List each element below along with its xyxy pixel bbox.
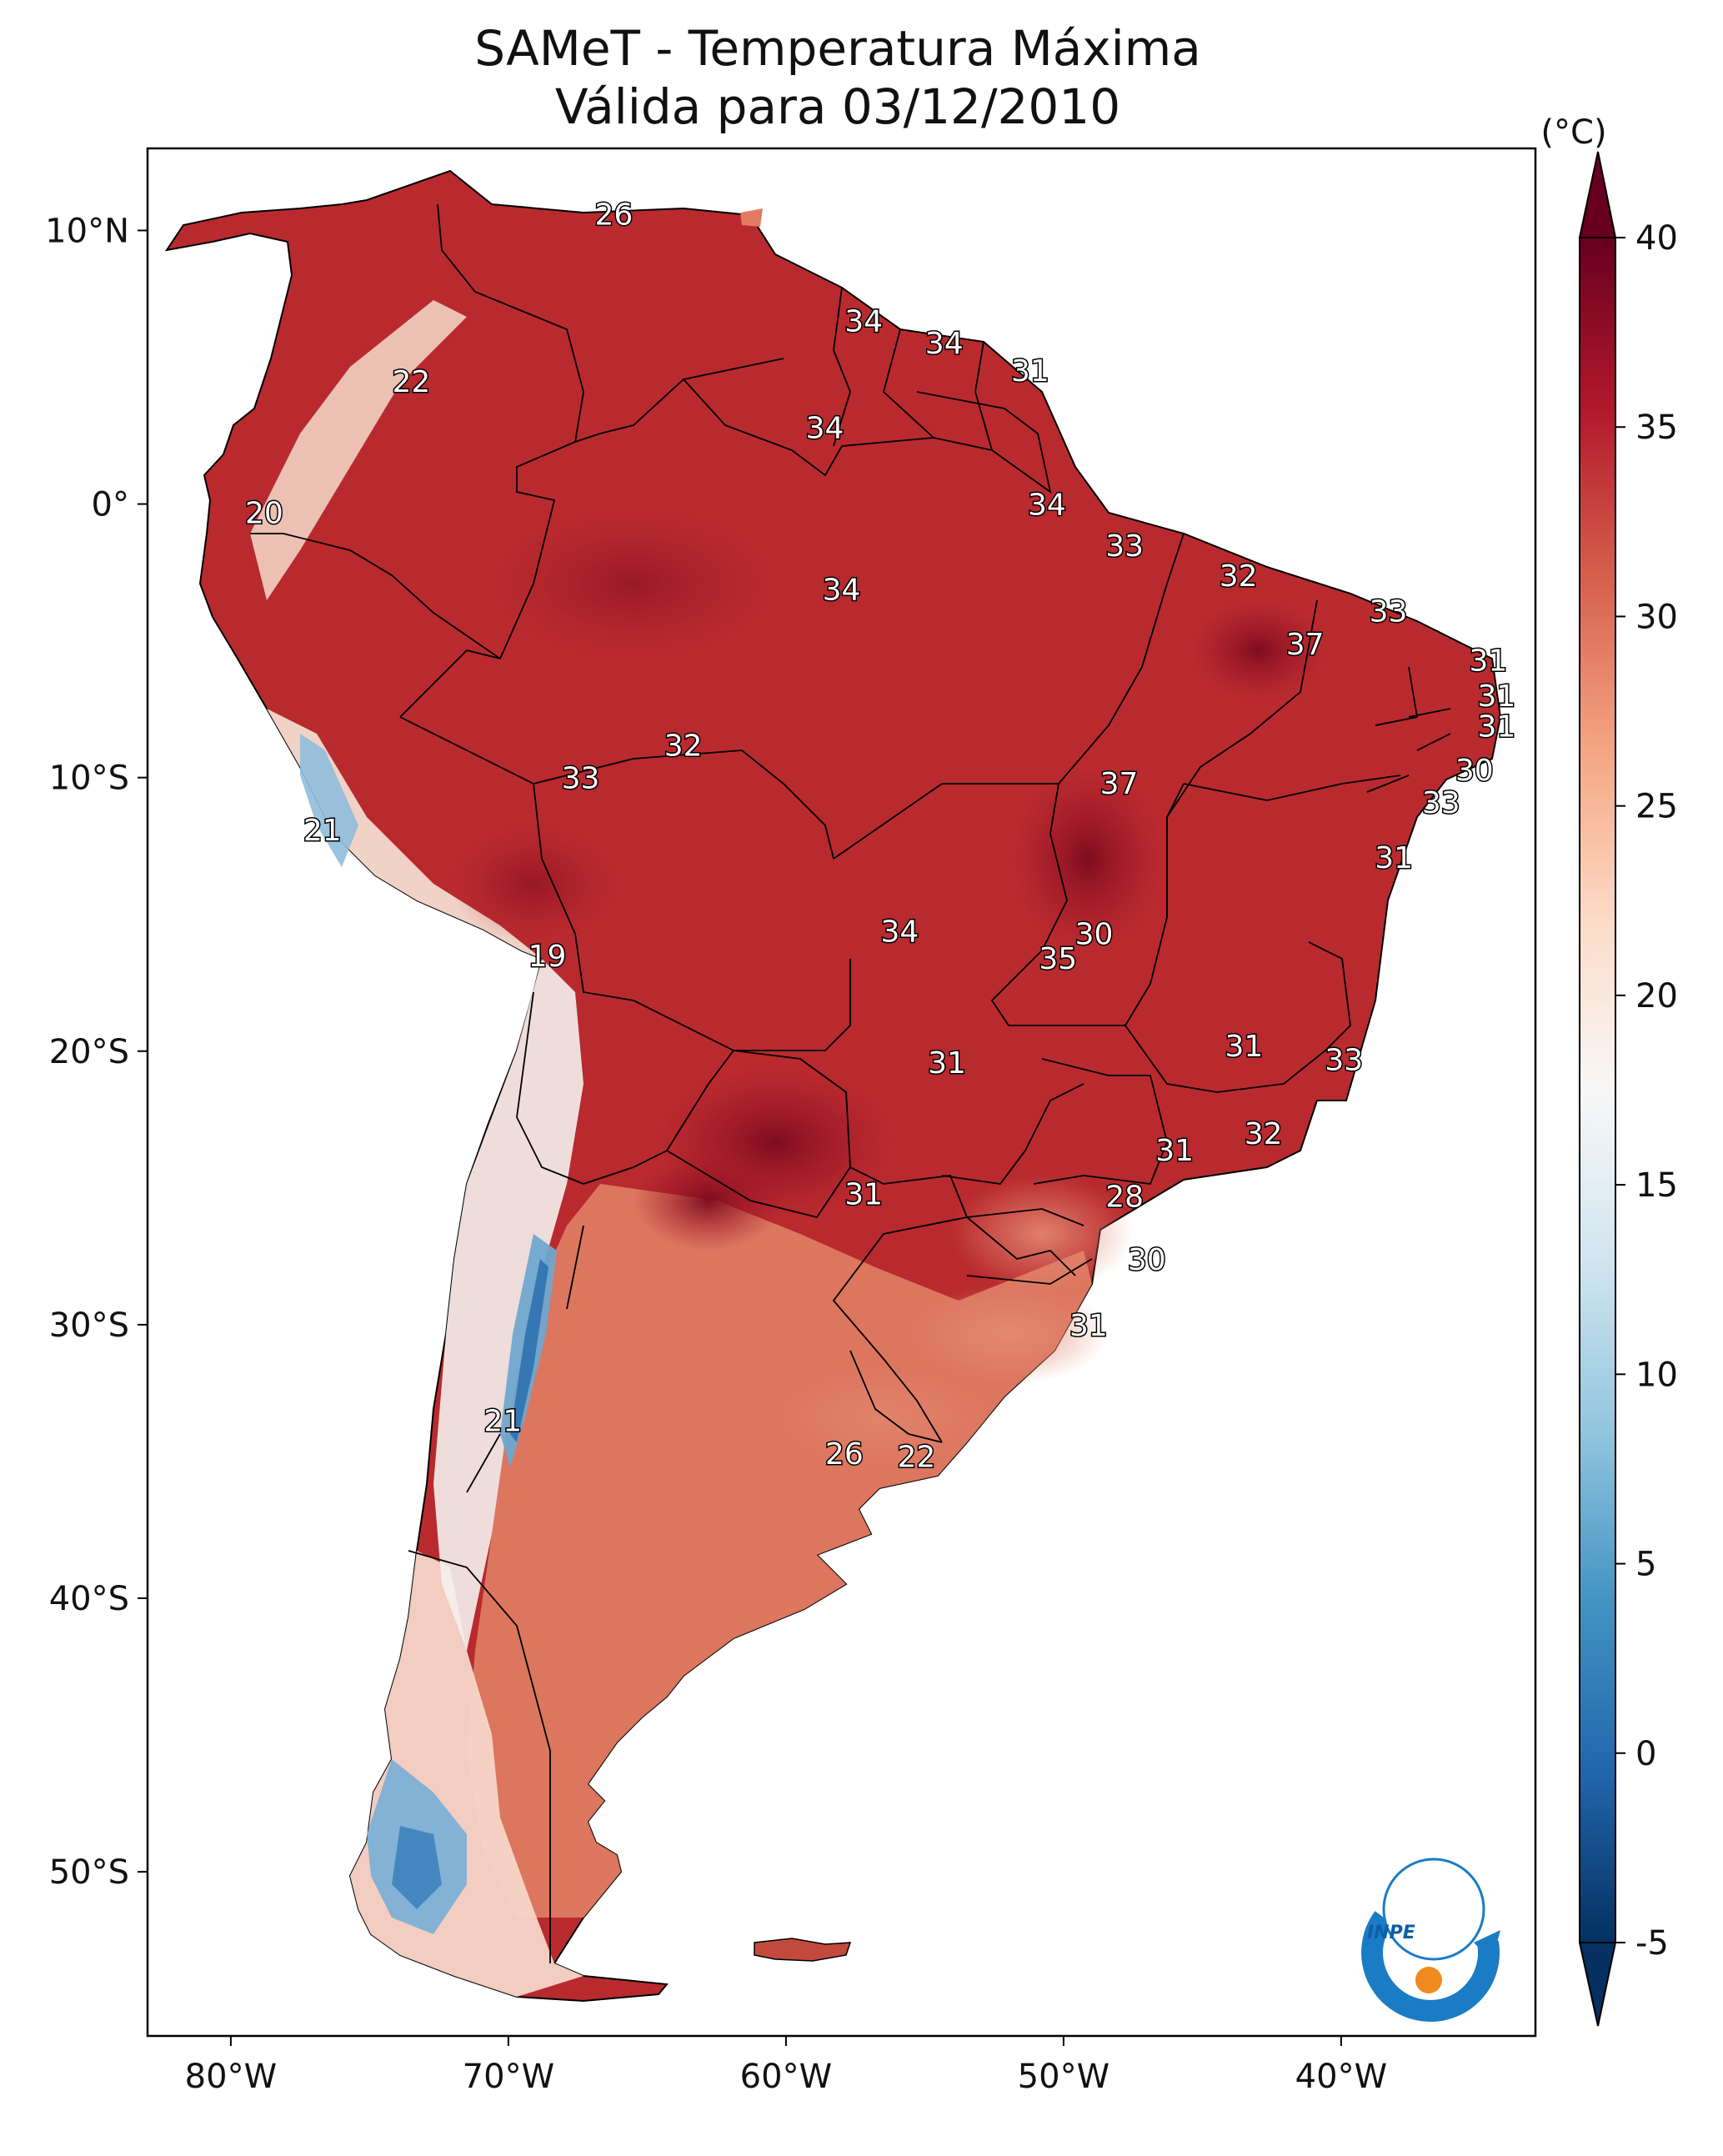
temperature-label: 28	[1105, 1181, 1144, 1215]
temperature-label: 33	[1105, 529, 1144, 564]
lat-tick-label: 40°S	[49, 1580, 129, 1618]
temperature-label: 37	[1100, 767, 1139, 801]
temperature-label: 31	[1469, 644, 1507, 679]
temperature-label: 31	[1011, 354, 1049, 389]
temperature-label: 32	[664, 729, 703, 763]
lon-tick-label: 70°W	[463, 2058, 554, 2096]
temperature-label: 31	[844, 1177, 883, 1211]
lon-tick-label: 50°W	[1018, 2058, 1109, 2096]
falkland-islands	[754, 1938, 852, 1962]
temperature-label: 34	[844, 305, 883, 339]
colorbar: 40 35 30 25 20 15 10 5 0 -5 (°C)	[1540, 113, 1678, 2027]
lat-tick-label: 20°S	[49, 1033, 129, 1071]
temperature-label: 31	[1155, 1134, 1194, 1168]
colorbar-min-arrow	[1578, 1942, 1617, 2027]
colorbar-tick-label: 40	[1635, 219, 1678, 258]
lat-tick-label: 0°	[92, 486, 129, 524]
logo-ring	[1382, 1858, 1485, 1961]
colorbar-tick-label: 10	[1635, 1356, 1678, 1394]
chart-title-line2: Válida para 03/12/2010	[555, 78, 1120, 135]
temperature-label: 30	[1075, 918, 1114, 952]
temperature-label: 33	[1325, 1044, 1363, 1078]
inpe-logo: INPE	[1361, 1858, 1500, 2022]
temperature-label: 32	[1245, 1117, 1283, 1151]
logo-swoosh	[1361, 1911, 1500, 2022]
colorbar-gradient	[1579, 237, 1616, 1943]
lon-tick-label: 80°W	[185, 2058, 277, 2096]
temperature-label: 26	[825, 1437, 864, 1472]
temperature-label: 32	[1220, 559, 1258, 594]
lat-tick-label: 30°S	[49, 1306, 129, 1345]
colorbar-tick-label: -5	[1635, 1924, 1669, 1963]
temperature-label: 22	[898, 1440, 936, 1474]
logo-text: INPE	[1367, 1923, 1415, 1943]
temperature-label: 31	[1069, 1309, 1108, 1343]
temperature-label: 26	[595, 198, 634, 233]
temperature-label: 33	[1370, 595, 1408, 629]
colorbar-max-arrow	[1578, 151, 1617, 238]
colorbar-tick-label: 25	[1635, 788, 1678, 826]
temperature-label: 37	[1286, 628, 1325, 662]
country-borders	[250, 203, 1451, 1963]
temperature-label: 20	[245, 496, 283, 530]
logo-arrow	[1474, 1930, 1500, 1961]
colorbar-tick-label: 0	[1635, 1735, 1656, 1773]
lat-tick-label: 10°N	[45, 212, 129, 250]
logo-sun	[1415, 1967, 1442, 1993]
temperature-label: 22	[392, 365, 430, 399]
temperature-label: 34	[806, 412, 844, 446]
colorbar-tick-label: 5	[1635, 1546, 1656, 1584]
temperature-label: 31	[1477, 709, 1515, 744]
temperature-label: 34	[823, 573, 861, 607]
colorbar-tick-label: 15	[1635, 1166, 1678, 1205]
map-frame	[146, 147, 1537, 2038]
chart-title-line1: SAMeT - Temperatura Máxima	[474, 20, 1201, 77]
temperature-label: 21	[483, 1405, 522, 1439]
temperature-label: 35	[1039, 942, 1077, 976]
colorbar-unit: (°C)	[1540, 113, 1606, 152]
temperature-label: 30	[1128, 1243, 1166, 1277]
lon-tick-label: 40°W	[1295, 2058, 1387, 2096]
colorbar-tick-label: 20	[1635, 977, 1678, 1015]
lat-tick-label: 10°S	[49, 760, 129, 798]
temperature-label: 31	[1225, 1030, 1263, 1064]
temperature-label: 31	[928, 1046, 966, 1081]
colorbar-tick-label: 30	[1635, 598, 1678, 636]
temperature-label: 34	[925, 327, 964, 361]
caribbean-islands	[740, 208, 763, 227]
temperature-label: 31	[1375, 841, 1413, 875]
temperature-label: 33	[1422, 786, 1460, 820]
lat-tick-label: 50°S	[49, 1853, 129, 1892]
longitude-axis: 80°W 70°W 60°W 50°W 40°W	[185, 2036, 1387, 2096]
latitude-axis: 10°N 0° 10°S 20°S 30°S 40°S 50°S	[45, 212, 148, 1892]
colorbar-ticks: 40 35 30 25 20 15 10 5 0 -5	[1615, 219, 1678, 1963]
temperature-label: 30	[1455, 754, 1494, 788]
map-panel	[148, 148, 1535, 2036]
temperature-label: 21	[303, 814, 342, 848]
temperature-label: 19	[528, 940, 567, 974]
colorbar-tick-label: 35	[1635, 409, 1678, 447]
temperature-label: 31	[1477, 679, 1515, 714]
temperature-label: 33	[562, 762, 600, 796]
temperature-label: 34	[1028, 489, 1066, 523]
temperature-label: 34	[881, 915, 919, 949]
temperature-field	[250, 300, 1325, 1997]
lon-tick-label: 60°W	[740, 2058, 832, 2096]
